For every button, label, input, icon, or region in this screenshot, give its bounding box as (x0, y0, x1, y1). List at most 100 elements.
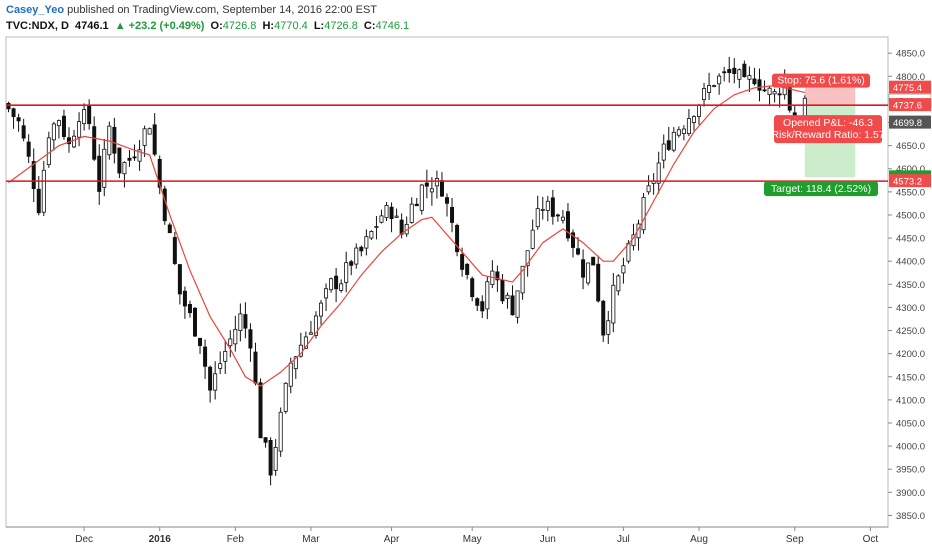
candle-body (238, 313, 243, 331)
candle-body (545, 200, 550, 211)
candle-body (117, 147, 122, 174)
candle-body (510, 295, 515, 316)
candle-body (752, 78, 757, 85)
candle-body (203, 346, 208, 367)
candle-body (671, 131, 676, 151)
candle-body (480, 301, 485, 312)
candle-body (717, 75, 722, 85)
candle-body (248, 329, 253, 349)
y-tick-label: 4500.0 (896, 210, 925, 221)
author-link[interactable]: Casey_Yeo (6, 4, 65, 16)
candle-body (495, 271, 500, 281)
candle-body (429, 188, 434, 193)
candle-body (147, 128, 152, 135)
y-tick-label: 4000.0 (896, 442, 925, 453)
candle-body (515, 290, 520, 318)
low-label: L: (313, 20, 325, 32)
candle-body (223, 350, 228, 362)
candle-body (374, 226, 379, 228)
candle-body (97, 155, 102, 192)
candle-body (92, 126, 97, 160)
candle-body (11, 108, 16, 118)
candles (6, 56, 807, 486)
candle-body (414, 203, 419, 207)
candle-body (540, 208, 545, 211)
y-tick-label: 3850.0 (896, 511, 925, 522)
candle-body (535, 208, 540, 228)
price-tag (889, 98, 931, 112)
candle-body (344, 262, 349, 283)
candle-body (439, 180, 444, 197)
price-tag-label: 4573.2 (893, 177, 922, 188)
published-text: published on TradingView.com, September … (64, 4, 377, 16)
candle-body (576, 248, 581, 255)
y-tick-label: 3900.0 (896, 488, 925, 499)
candle-body (666, 140, 671, 150)
candle-body (318, 302, 323, 317)
candle-body (278, 411, 283, 452)
candle-body (465, 263, 470, 275)
candle-body (329, 278, 334, 291)
candle-body (596, 263, 601, 302)
candle-body (641, 197, 646, 231)
candle-body (697, 104, 702, 117)
candle-body (555, 214, 560, 217)
candle-body (46, 137, 51, 166)
x-tick-label: May (463, 534, 482, 545)
candle-body (757, 79, 762, 91)
price-tag-label: 4737.6 (893, 101, 922, 112)
x-tick-label: Mar (302, 534, 320, 545)
candle-body (621, 265, 626, 274)
candle-body (525, 250, 530, 267)
moving-average-line (8, 84, 805, 387)
candle-body (273, 446, 278, 471)
candle-body (707, 84, 712, 93)
candle-body (122, 162, 127, 175)
y-tick-label: 4350.0 (896, 280, 925, 291)
candle-body (712, 85, 717, 87)
candle-body (177, 264, 182, 295)
candle-body (470, 278, 475, 298)
x-tick-label: Jul (617, 534, 630, 545)
y-tick-label: 4200.0 (896, 349, 925, 360)
y-tick-label: 4150.0 (896, 372, 925, 383)
y-tick-label: 4650.0 (896, 141, 925, 152)
candle-body (500, 279, 505, 302)
candle-body (571, 232, 576, 248)
candle-body (192, 307, 197, 337)
candle-body (802, 97, 807, 118)
candle-body (581, 259, 586, 278)
candle-body (722, 71, 727, 74)
price-tag (889, 115, 931, 129)
pnl-box (774, 115, 882, 144)
target-label-box (764, 181, 878, 197)
y-tick-label: 4800.0 (896, 72, 925, 83)
candle-body (727, 69, 732, 73)
target-label: Target: 118.4 (2.52%) (771, 183, 871, 195)
y-tick-label: 4600.0 (896, 164, 925, 175)
candle-body (601, 300, 606, 336)
candle-body (16, 117, 21, 122)
candle-body (213, 373, 218, 391)
candle-body (450, 207, 455, 223)
candle-body (444, 197, 449, 204)
price-tag-label: 4699.8 (893, 118, 922, 129)
chart-header: Casey_Yeo published on TradingView.com, … (0, 0, 932, 36)
close-value: 4746.1 (375, 20, 410, 32)
candle-body (283, 382, 288, 412)
x-tick-label: 2016 (149, 534, 172, 545)
high-value: 4770.4 (274, 20, 308, 32)
candle-body (31, 161, 36, 190)
candle-body (606, 320, 611, 335)
candle-body (127, 157, 132, 161)
candle-body (198, 337, 203, 346)
candle-body (308, 332, 313, 335)
plot-area (5, 36, 889, 528)
candle-body (263, 437, 268, 443)
price-tag-label: 4775.4 (893, 83, 922, 94)
candle-body (616, 275, 621, 292)
candle-body (208, 366, 213, 391)
price-tag (889, 80, 931, 94)
candle-body (676, 129, 681, 136)
